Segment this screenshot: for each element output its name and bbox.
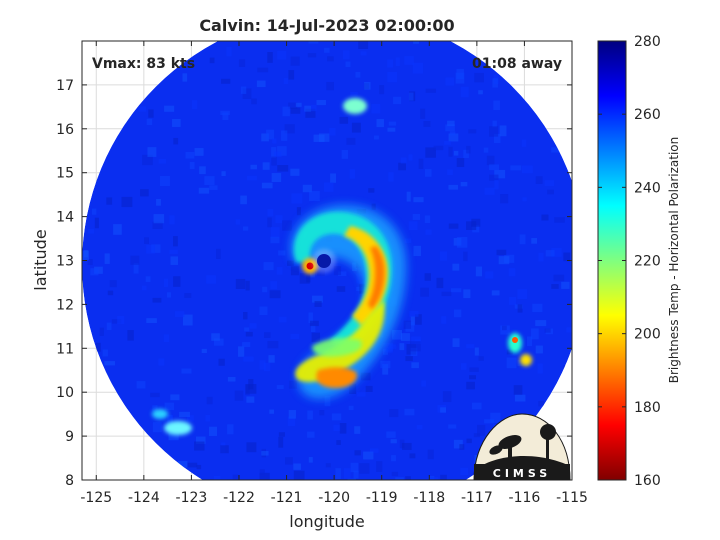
x-tick-label: -124 — [128, 490, 160, 506]
east-convection-2 — [520, 354, 532, 366]
colorbar-tick-label: 280 — [634, 34, 661, 50]
colorbar-label: Brightness Temp - Horizontal Polarizatio… — [667, 137, 681, 384]
x-tick-label: -118 — [413, 490, 445, 506]
colorbar-tick-label: 160 — [634, 473, 661, 489]
colorbar-ticks: 160 180 200 220 240 260 280 — [598, 34, 661, 489]
x-tick-label: -122 — [223, 490, 255, 506]
water-tower-stand — [546, 436, 549, 462]
chart-title: Calvin: 14-Jul-2023 02:00:00 — [199, 16, 454, 35]
colorbar-tick-label: 180 — [634, 400, 661, 416]
y-axis-ticks: 8 9 10 11 12 13 14 15 16 17 — [56, 78, 572, 489]
colorbar-tick-label: 220 — [634, 254, 661, 270]
x-axis-ticks: -125 -124 -123 -122 -121 -120 -119 -118 -117 -116… — [80, 41, 588, 506]
y-tick-label: 8 — [65, 473, 74, 489]
y-axis-label: latitude — [31, 229, 50, 290]
colorbar-tick-label: 200 — [634, 327, 661, 343]
y-tick-label: 14 — [56, 210, 74, 226]
x-tick-label: -115 — [556, 490, 588, 506]
mid-band — [312, 338, 362, 357]
x-tick-label: -123 — [176, 490, 208, 506]
southern-band-core — [316, 367, 357, 388]
southern-band — [295, 300, 385, 383]
east-convection-core — [512, 337, 518, 343]
hurricane-calvin-structure — [152, 98, 532, 435]
y-tick-label: 12 — [56, 297, 74, 313]
x-tick-label: -119 — [366, 490, 398, 506]
y-tick-label: 17 — [56, 78, 74, 94]
eye — [317, 254, 331, 268]
eyewall-west-core — [306, 262, 314, 270]
x-tick-label: -116 — [509, 490, 541, 506]
y-tick-label: 11 — [56, 341, 74, 357]
y-tick-label: 13 — [56, 254, 74, 270]
y-tick-label: 15 — [56, 166, 74, 182]
southwest-convection — [164, 421, 192, 435]
satellite-dish-icon — [498, 435, 522, 449]
microwave-swath — [82, 41, 572, 480]
cimss-logo: CIMSS — [473, 413, 571, 481]
x-tick-label: -120 — [318, 490, 350, 506]
colorbar-tick-label: 260 — [634, 107, 661, 123]
satellite-dish-icon-2 — [489, 445, 503, 455]
north-convection — [343, 98, 367, 114]
y-tick-label: 10 — [56, 385, 74, 401]
x-tick-label: -121 — [271, 490, 303, 506]
x-axis-label: longitude — [289, 512, 364, 531]
eyewall-core-east — [368, 246, 385, 310]
y-tick-label: 9 — [65, 429, 74, 445]
southwest-convection-2 — [152, 409, 168, 419]
logo-banner — [474, 464, 570, 480]
vmax-label: Vmax: 83 kts — [92, 56, 195, 72]
time-offset-label: 01:08 away — [472, 56, 562, 72]
x-tick-label: -125 — [80, 490, 112, 506]
dish-stand — [508, 444, 512, 460]
water-tower-icon — [540, 424, 556, 440]
logo-text: CIMSS — [493, 467, 551, 480]
colorbar-tick-label: 240 — [634, 180, 661, 196]
colorbar — [597, 40, 627, 481]
y-tick-label: 16 — [56, 122, 74, 138]
x-tick-label: -117 — [461, 490, 493, 506]
